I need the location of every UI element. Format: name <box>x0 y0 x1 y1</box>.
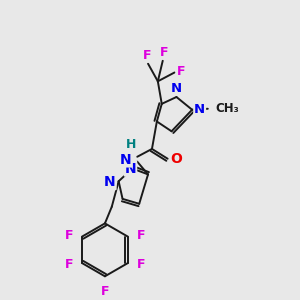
Text: F: F <box>137 229 145 242</box>
Text: N: N <box>171 82 182 95</box>
Text: F: F <box>101 285 109 298</box>
Text: H: H <box>126 138 136 151</box>
Text: N: N <box>120 153 131 166</box>
Text: N: N <box>125 162 136 176</box>
Text: CH₃: CH₃ <box>216 102 239 115</box>
Text: N: N <box>104 175 116 189</box>
Text: F: F <box>160 46 168 59</box>
Text: F: F <box>65 257 73 271</box>
Text: F: F <box>137 257 145 271</box>
Text: O: O <box>171 152 182 166</box>
Text: F: F <box>176 65 185 78</box>
Text: N: N <box>194 103 205 116</box>
Text: F: F <box>65 229 73 242</box>
Text: F: F <box>143 49 151 62</box>
